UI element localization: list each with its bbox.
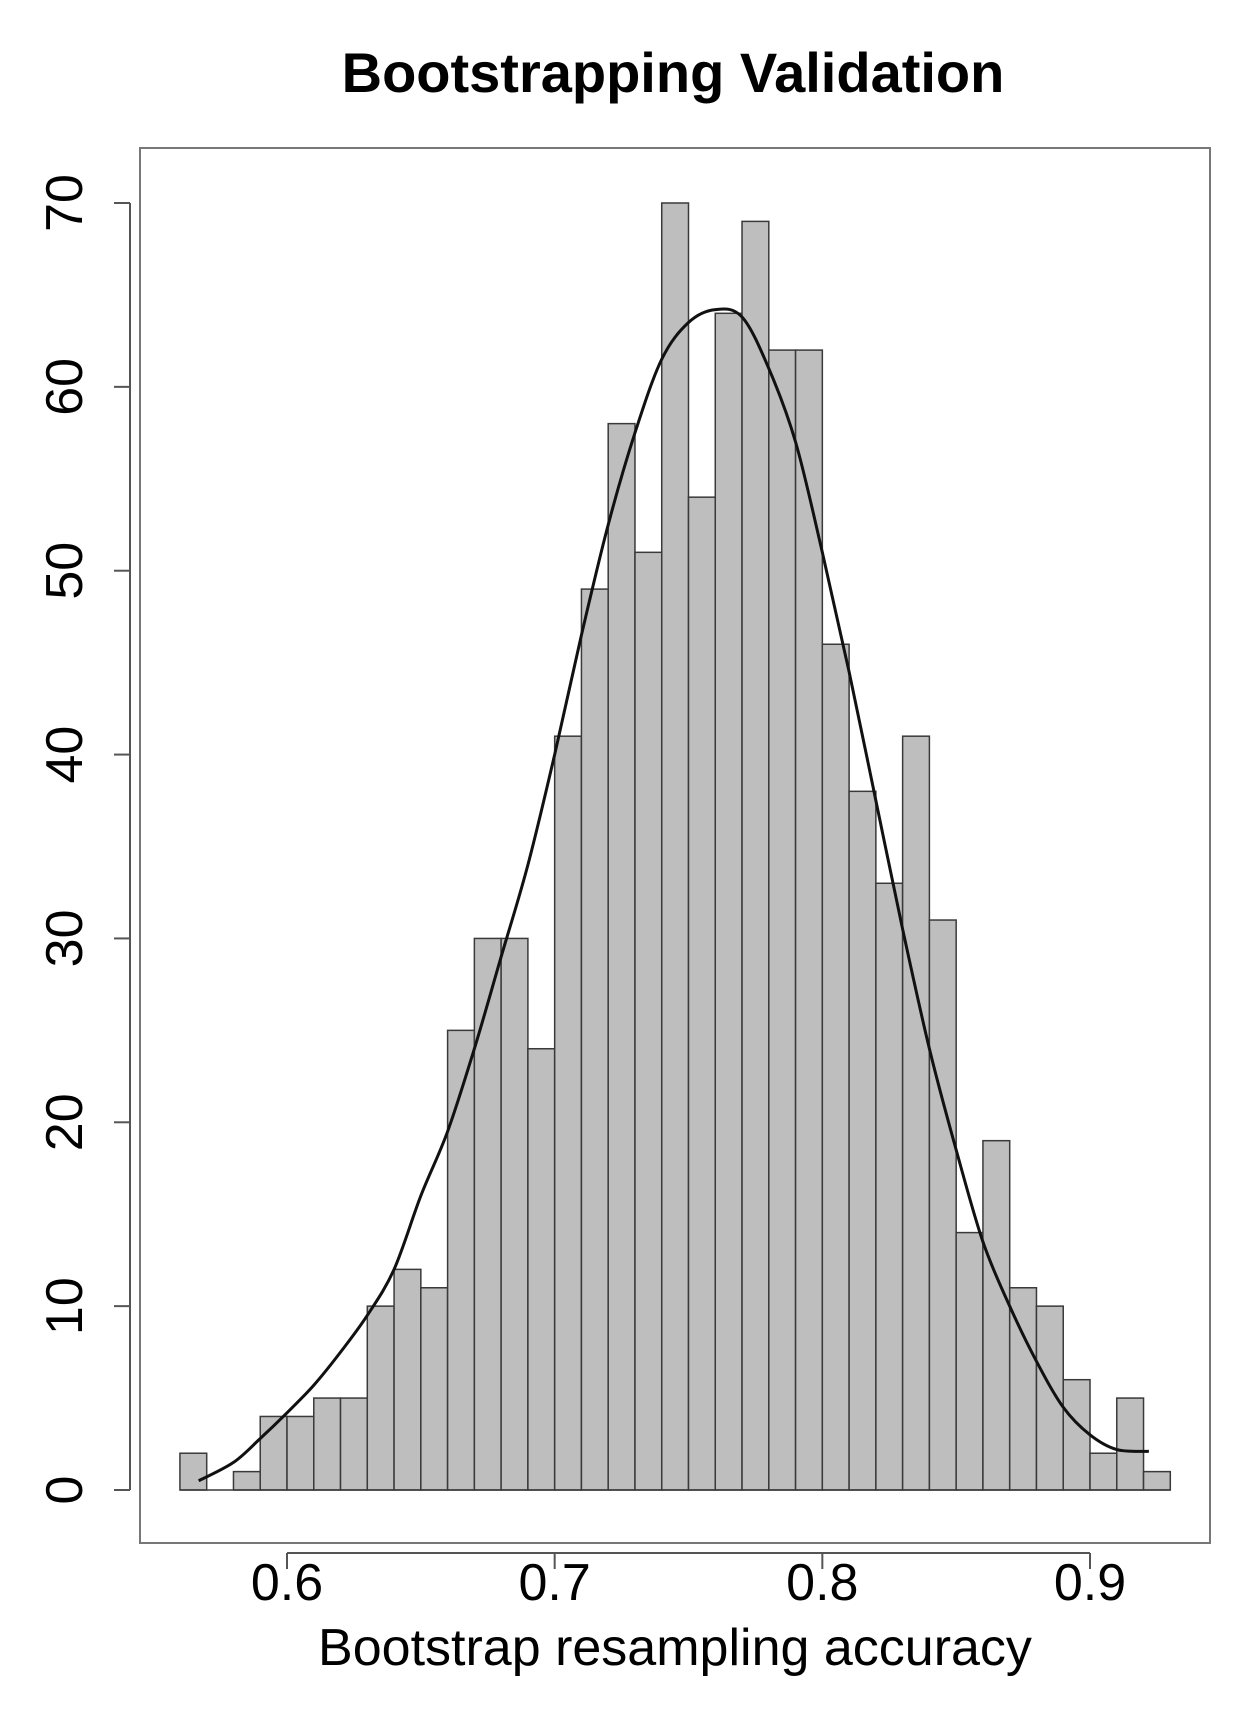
histogram-bar bbox=[420, 1287, 449, 1491]
histogram-bar bbox=[313, 1397, 342, 1491]
histogram-bar bbox=[286, 1415, 315, 1491]
plot-frame bbox=[139, 147, 1211, 1544]
histogram-bar bbox=[393, 1268, 422, 1491]
histogram-bar bbox=[1062, 1378, 1091, 1491]
histogram-bar bbox=[928, 919, 957, 1491]
y-tick-label: 0 bbox=[36, 1476, 94, 1505]
histogram-bar bbox=[901, 735, 931, 1491]
histogram-bar bbox=[821, 643, 850, 1491]
x-axis: 0.6 0.7 0.8 0.9 bbox=[251, 1552, 1126, 1612]
histogram-bar bbox=[634, 551, 663, 1491]
histogram-bar bbox=[473, 937, 502, 1491]
y-tick-label: 10 bbox=[36, 1277, 94, 1335]
histogram-bars bbox=[179, 202, 1172, 1491]
histogram-bar bbox=[982, 1139, 1011, 1491]
histogram-bar bbox=[741, 220, 770, 1491]
histogram-bar bbox=[875, 882, 904, 1491]
y-axis: 0 10 20 30 40 50 60 70 bbox=[36, 174, 131, 1505]
histogram-bar bbox=[527, 1047, 556, 1491]
y-tick-label: 70 bbox=[36, 174, 94, 232]
histogram-bar bbox=[714, 312, 743, 1491]
histogram-bar bbox=[339, 1397, 369, 1491]
histogram-bar bbox=[500, 937, 529, 1491]
histogram-bar bbox=[660, 202, 690, 1491]
chart-title: Bootstrapping Validation bbox=[342, 41, 1005, 104]
histogram-bar bbox=[232, 1470, 261, 1491]
histogram-bar bbox=[848, 790, 877, 1491]
x-tick-label: 0.9 bbox=[1054, 1554, 1126, 1612]
y-tick-label: 50 bbox=[36, 542, 94, 600]
histogram-bar bbox=[1142, 1470, 1172, 1491]
histogram-bar bbox=[366, 1305, 395, 1491]
y-tick-label: 60 bbox=[36, 358, 94, 416]
y-tick-label: 40 bbox=[36, 726, 94, 784]
histogram-bar bbox=[553, 735, 583, 1491]
histogram-bar bbox=[580, 588, 609, 1491]
histogram-bar bbox=[1116, 1397, 1145, 1491]
histogram-bar bbox=[768, 349, 797, 1491]
x-tick-label: 0.7 bbox=[519, 1554, 591, 1612]
y-tick-label: 20 bbox=[36, 1093, 94, 1151]
histogram-bar bbox=[1035, 1305, 1064, 1491]
histogram-bar bbox=[794, 349, 824, 1491]
density-curve bbox=[197, 307, 1149, 1483]
x-tick-label: 0.8 bbox=[786, 1554, 858, 1612]
x-axis-label: Bootstrap resampling accuracy bbox=[318, 1619, 1032, 1677]
histogram-bar bbox=[955, 1231, 984, 1491]
x-tick-label: 0.6 bbox=[251, 1554, 323, 1612]
histogram-bar bbox=[446, 1029, 476, 1491]
histogram-bar bbox=[1089, 1452, 1118, 1491]
histogram-bar bbox=[179, 1452, 208, 1491]
histogram-bar bbox=[259, 1415, 288, 1491]
histogram-bar bbox=[607, 422, 636, 1491]
y-tick-label: 30 bbox=[36, 910, 94, 968]
histogram-bar bbox=[687, 496, 717, 1491]
